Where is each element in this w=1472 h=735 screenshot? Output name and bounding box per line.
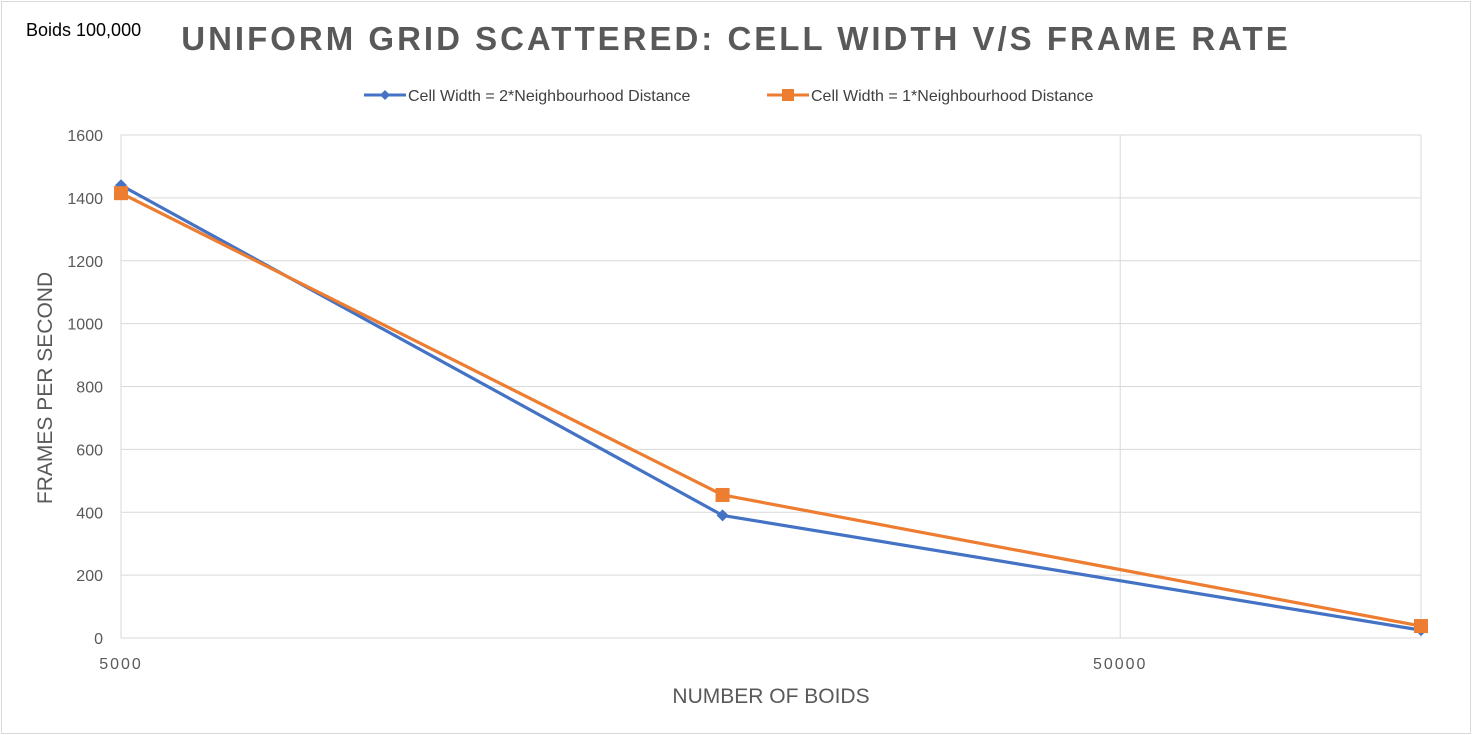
series-group: [114, 179, 1428, 637]
y-tick-label: 200: [76, 568, 103, 585]
series-line: [120, 191, 1422, 628]
x-tick-label: 5000: [99, 656, 143, 673]
y-tick-label: 1000: [67, 317, 103, 334]
x-axis-ticks: 5000 50000: [99, 656, 1148, 673]
square-marker: [715, 487, 730, 502]
y-tick-label: 600: [76, 442, 103, 459]
square-marker: [782, 89, 794, 101]
diamond-marker: [380, 90, 390, 100]
x-axis-title: NUMBER OF BOIDS: [672, 685, 869, 708]
legend-label: Cell Width = 1*Neighbourhood Distance: [811, 88, 1093, 105]
series-line: [120, 183, 1422, 632]
x-tick-label: 50000: [1093, 656, 1148, 673]
legend: Cell Width = 2*Neighbourhood Distance Cel…: [364, 88, 1093, 105]
chart-title: UNIFORM GRID SCATTERED: CELL WIDTH V/S F…: [181, 20, 1291, 57]
legend-label: Cell Width = 2*Neighbourhood Distance: [408, 88, 690, 105]
y-tick-label: 1400: [67, 191, 103, 208]
square-marker: [114, 186, 128, 201]
y-axis-title: FRAMES PER SECOND: [34, 272, 57, 504]
y-tick-label: 400: [76, 505, 103, 522]
y-tick-label: 1600: [67, 128, 103, 145]
y-tick-label: 800: [76, 380, 103, 397]
y-axis-ticks: 0 200 400 600 800 1000 1200 1400 1600: [67, 128, 103, 648]
y-tick-label: 1200: [67, 254, 103, 271]
y-tick-label: 0: [94, 631, 103, 648]
square-marker: [1414, 619, 1428, 634]
boids-count-note: Boids 100,000: [26, 20, 142, 40]
diamond-marker: [716, 509, 729, 522]
gridlines: [120, 134, 1422, 639]
